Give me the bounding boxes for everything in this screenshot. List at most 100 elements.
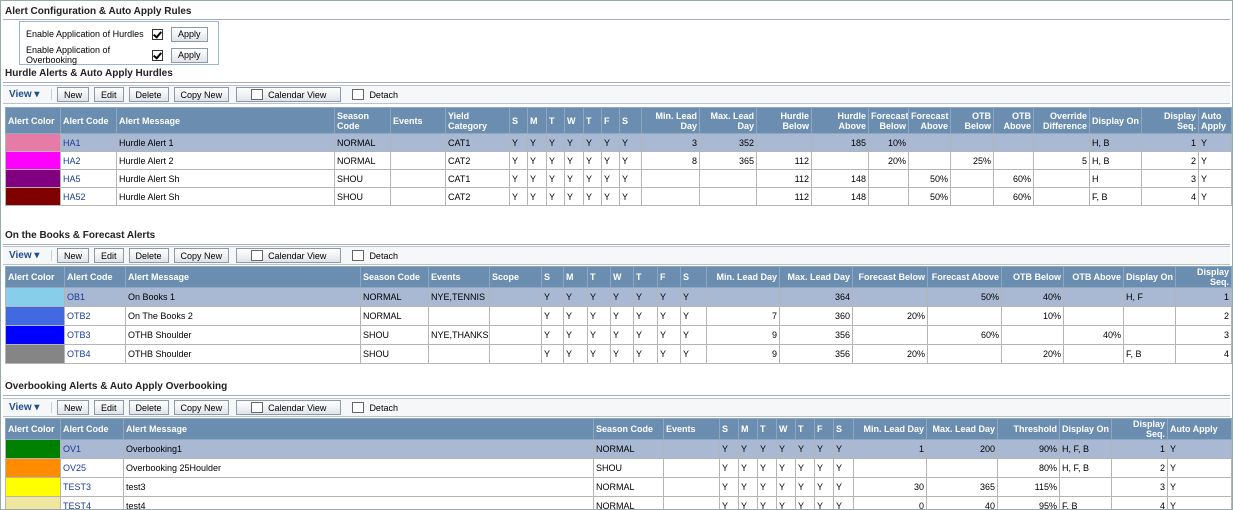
apply-button[interactable]: Apply <box>171 26 208 42</box>
toolbar-button[interactable]: Edit <box>94 87 124 102</box>
alert-row[interactable]: TEST3 test3 NORMAL Y Y Y Y Y Y Y 30 365 115% 3 Y <box>5 477 1232 497</box>
alert-code[interactable]: OTB4 <box>64 344 126 364</box>
column-header[interactable]: OTB Above <box>993 107 1034 134</box>
column-header[interactable]: OTB Below <box>1001 266 1064 288</box>
column-header[interactable]: Scope <box>489 266 542 288</box>
toolbar-button[interactable]: New <box>57 87 90 102</box>
alert-code[interactable]: HA2 <box>60 151 117 170</box>
toolbar-button[interactable]: Edit <box>94 248 124 263</box>
alert-row[interactable]: OTB2 On The Books 2 NORMAL Y Y Y Y Y Y Y 7 360 20% 10… <box>5 306 1232 326</box>
detach-button[interactable]: Detach <box>352 402 398 413</box>
column-header[interactable]: F <box>601 107 620 134</box>
column-header[interactable]: Alert Color <box>5 418 61 440</box>
column-header[interactable]: W <box>610 266 634 288</box>
column-header[interactable]: Alert Code <box>60 107 117 134</box>
toolbar-button[interactable]: Calendar View <box>236 248 342 263</box>
column-header[interactable]: Hurdle Below <box>756 107 812 134</box>
column-header[interactable]: Auto Apply <box>1167 418 1232 440</box>
column-header[interactable]: M <box>563 266 588 288</box>
column-header[interactable]: W <box>564 107 584 134</box>
alert-code[interactable]: OB1 <box>64 287 126 307</box>
alert-row[interactable]: HA5 Hurdle Alert Sh SHOU CAT1 Y Y Y Y Y Y Y 112 148 5… <box>5 169 1232 188</box>
column-header[interactable]: T <box>795 418 815 440</box>
view-menu[interactable]: View ▾ <box>9 402 52 413</box>
toolbar-button[interactable]: Delete <box>128 400 169 415</box>
column-header[interactable]: Forecast Below <box>868 107 909 134</box>
alert-code[interactable]: OV1 <box>60 439 124 459</box>
toolbar-button[interactable]: Copy New <box>173 248 230 263</box>
toolbar-button[interactable]: Copy New <box>173 400 230 415</box>
column-header[interactable]: Threshold <box>997 418 1060 440</box>
view-menu[interactable]: View ▾ <box>9 89 52 100</box>
column-header[interactable]: Alert Code <box>64 266 126 288</box>
toolbar-button[interactable]: Calendar View <box>236 400 342 415</box>
column-header[interactable]: Events <box>390 107 446 134</box>
alert-code[interactable]: HA5 <box>60 169 117 188</box>
column-header[interactable]: M <box>738 418 758 440</box>
column-header[interactable]: Events <box>428 266 490 288</box>
alert-code[interactable]: OTB2 <box>64 306 126 326</box>
column-header[interactable]: Min. Lead Day <box>853 418 927 440</box>
alert-row[interactable]: HA1 Hurdle Alert 1 NORMAL CAT1 Y Y Y Y Y Y Y 3 352 18… <box>5 133 1232 152</box>
column-header[interactable]: Events <box>663 418 720 440</box>
alert-code[interactable]: OV25 <box>60 458 124 478</box>
column-header[interactable]: Display Seq. <box>1175 266 1232 288</box>
column-header[interactable]: T <box>587 266 611 288</box>
detach-button[interactable]: Detach <box>352 89 398 100</box>
column-header[interactable]: F <box>814 418 834 440</box>
alert-code[interactable]: TEST3 <box>60 477 124 497</box>
column-header[interactable]: S <box>541 266 564 288</box>
column-header[interactable]: Display On <box>1089 107 1142 134</box>
alert-code[interactable]: TEST4 <box>60 496 124 509</box>
alert-row[interactable]: OV1 Overbooking1 NORMAL Y Y Y Y Y Y Y 1 200 90% H, F,… <box>5 439 1232 459</box>
column-header[interactable]: T <box>633 266 658 288</box>
alert-row[interactable]: OTB4 OTHB Shoulder SHOU Y Y Y Y Y Y Y 9 356 20% 20% F,… <box>5 344 1232 364</box>
column-header[interactable]: W <box>776 418 796 440</box>
column-header[interactable]: Min. Lead Day <box>706 266 780 288</box>
column-header[interactable]: Forecast Above <box>908 107 951 134</box>
column-header[interactable]: Display Seq. <box>1141 107 1199 134</box>
alert-row[interactable]: OB1 On Books 1 NORMAL NYE,TENNIS Y Y Y Y Y Y Y 364 5… <box>5 287 1232 307</box>
column-header[interactable]: M <box>527 107 547 134</box>
column-header[interactable]: T <box>583 107 602 134</box>
checkbox[interactable] <box>152 28 163 40</box>
column-header[interactable]: S <box>619 107 642 134</box>
column-header[interactable]: Forecast Above <box>927 266 1002 288</box>
column-header[interactable]: S <box>833 418 854 440</box>
detach-button[interactable]: Detach <box>352 250 398 261</box>
alert-row[interactable]: OV25 Overbooking 25Houlder SHOU Y Y Y Y Y Y Y 80% H… <box>5 458 1232 478</box>
column-header[interactable]: Season Code <box>593 418 664 440</box>
column-header[interactable]: Alert Color <box>5 266 65 288</box>
column-header[interactable]: Yield Category <box>445 107 510 134</box>
toolbar-button[interactable]: Edit <box>94 400 124 415</box>
column-header[interactable]: Alert Message <box>125 266 361 288</box>
column-header[interactable]: Alert Message <box>116 107 335 134</box>
apply-button[interactable]: Apply <box>171 47 208 63</box>
toolbar-button[interactable]: Delete <box>128 248 169 263</box>
column-header[interactable]: Season Code <box>360 266 429 288</box>
toolbar-button[interactable]: Calendar View <box>236 87 342 102</box>
toolbar-button[interactable]: New <box>57 248 90 263</box>
column-header[interactable]: Max. Lead Day <box>699 107 757 134</box>
view-menu[interactable]: View ▾ <box>9 250 52 261</box>
column-header[interactable]: Max. Lead Day <box>779 266 853 288</box>
alert-code[interactable]: OTB3 <box>64 325 126 345</box>
column-header[interactable]: T <box>757 418 777 440</box>
alert-row[interactable]: HA52 Hurdle Alert Sh SHOU CAT2 Y Y Y Y Y Y Y 112 148… <box>5 187 1232 206</box>
column-header[interactable]: Display On <box>1059 418 1112 440</box>
alert-row[interactable]: HA2 Hurdle Alert 2 NORMAL CAT2 Y Y Y Y Y Y Y 8 365 11… <box>5 151 1232 170</box>
column-header[interactable]: Alert Message <box>123 418 594 440</box>
column-header[interactable]: Min. Lead Day <box>641 107 700 134</box>
column-header[interactable]: OTB Below <box>950 107 994 134</box>
toolbar-button[interactable]: Delete <box>128 87 169 102</box>
column-header[interactable]: S <box>719 418 739 440</box>
column-header[interactable]: OTB Above <box>1063 266 1124 288</box>
column-header[interactable]: S <box>680 266 707 288</box>
column-header[interactable]: Override Difference <box>1033 107 1090 134</box>
column-header[interactable]: Forecast Below <box>852 266 928 288</box>
column-header[interactable]: T <box>546 107 565 134</box>
column-header[interactable]: Auto Apply <box>1198 107 1232 134</box>
column-header[interactable]: Season Code <box>334 107 391 134</box>
column-header[interactable]: Alert Code <box>60 418 124 440</box>
